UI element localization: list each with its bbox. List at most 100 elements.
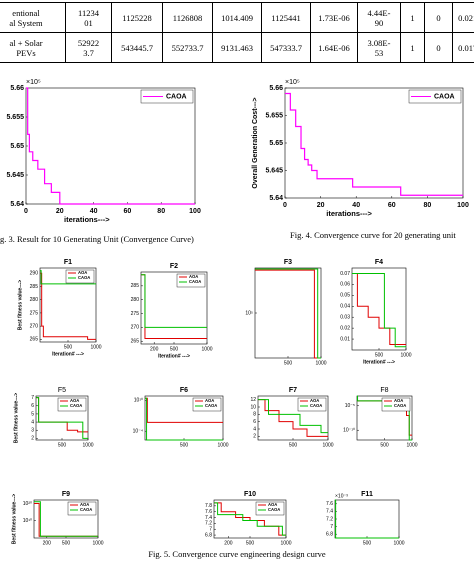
y-tick-label: 5.64 <box>10 201 24 208</box>
legend-label: AOA <box>268 502 277 507</box>
curve <box>214 502 286 536</box>
x-tick-label: 200 <box>43 540 52 546</box>
x-tick-label: 1000 <box>217 442 228 448</box>
x-axis-label: Iteration# ---> <box>158 353 190 359</box>
plot-area <box>254 267 322 359</box>
y-tick-label: 0.06 <box>340 282 350 288</box>
y-tick-label: 2 <box>253 434 256 440</box>
legend-label: CAOA <box>80 507 92 512</box>
x-tick-label: 80 <box>424 202 432 209</box>
y-tick-label: 7.2 <box>205 521 212 527</box>
x-tick-label: 1000 <box>82 442 93 448</box>
legend-label: AOA <box>189 274 198 279</box>
y-tick-label: 6.8 <box>326 532 333 538</box>
plot-area <box>284 87 464 199</box>
x-tick-label: 200 <box>224 540 233 546</box>
y-tick-label: 0.04 <box>340 304 350 310</box>
x-tick-label: 500 <box>363 540 372 546</box>
results-table: entional al System 11234 01 1125228 1126808… <box>0 2 474 63</box>
legend-label: CAOA <box>205 403 217 408</box>
y-tick-label: 5.655 <box>265 112 283 119</box>
x-axis-label: iterations---> <box>64 215 110 224</box>
x-tick-label: 20 <box>56 208 64 215</box>
y-tick-label: 0.07 <box>340 271 350 277</box>
legend-label: AOA <box>394 398 403 403</box>
curve <box>258 399 328 434</box>
y-tick-label: 6 <box>31 403 34 409</box>
y-tick-label: 12 <box>250 397 256 403</box>
table-cell: 9131.463 <box>212 32 262 63</box>
y-tick-label: 5 <box>31 411 34 417</box>
y-tick-label: 4 <box>253 426 256 432</box>
x-tick-label: 1000 <box>201 346 212 352</box>
table-cell: 543445.7 <box>111 32 163 63</box>
table-row: entional al System 11234 01 1125228 1126808… <box>0 2 474 33</box>
plot-area <box>257 395 329 441</box>
y-tick-label: 10⁵ <box>245 310 253 316</box>
y-tick-label: 2 <box>31 436 34 442</box>
table-cell: 3.08E- 53 <box>357 32 401 63</box>
y-tick-label: 10²⁰ <box>23 501 32 507</box>
curve <box>34 501 98 537</box>
chart-title: F10 <box>244 491 256 498</box>
y-tick-label: 5.66 <box>10 85 24 92</box>
x-axis-label: Iteration# ---> <box>363 359 395 365</box>
y-tick-label: 10⁻⁴ <box>133 429 143 435</box>
y-tick-label: 5.64 <box>269 195 283 202</box>
caption: g. 3. Result for 10 Generating Unit (Con… <box>0 234 194 244</box>
y-tick-label: 7.4 <box>326 509 333 515</box>
y-tick-label: 8 <box>253 412 256 418</box>
table-cell: 52922 3.7 <box>65 32 112 63</box>
y-tick-label: 285 <box>131 283 140 289</box>
legend-label: CAOA <box>189 279 201 284</box>
chart-title: F4 <box>375 259 383 266</box>
table-cell: 1125228 <box>111 2 163 33</box>
y-axis-label: Best fitness value---> <box>11 494 17 545</box>
y-tick-label: 0.02 <box>340 325 350 331</box>
x-tick-label: 80 <box>157 208 165 215</box>
x-tick-label: 1000 <box>280 540 291 546</box>
y-tick-label: 7 <box>31 395 34 401</box>
x-tick-label: 1000 <box>90 344 101 350</box>
caption: Fig. 5. Convergence curve engineering de… <box>148 549 326 559</box>
legend-label: CAOA <box>394 403 406 408</box>
chart-title: F6 <box>180 387 188 394</box>
y-unit: ×10⁵ <box>26 79 41 86</box>
table-row: al + Solar PEVs 52922 3.7 543445.7 552733.7… <box>0 32 474 63</box>
x-tick-label: 500 <box>58 442 67 448</box>
table-cell: 0.017708 <box>452 32 474 63</box>
table-cell: 1126808 <box>162 2 213 33</box>
y-tick-label: 265 <box>131 339 140 345</box>
table-cell: 0 <box>424 32 453 63</box>
y-tick-label: 6 <box>253 419 256 425</box>
chart-title: F3 <box>284 259 292 266</box>
table-cell: 4.44E- 90 <box>357 2 401 33</box>
y-tick-label: 275 <box>131 311 140 317</box>
y-tick-label: 280 <box>131 297 140 303</box>
chart-title: F11 <box>361 491 373 498</box>
legend <box>140 89 194 104</box>
x-tick-label: 1000 <box>393 540 404 546</box>
x-tick-label: 500 <box>180 442 189 448</box>
x-tick-label: 1000 <box>315 360 326 366</box>
curve <box>352 272 406 348</box>
y-tick-label: 10⁻⁵ <box>345 403 355 409</box>
y-tick-label: 5.65 <box>10 143 24 150</box>
x-axis-label: Iteration# ---> <box>52 351 84 357</box>
y-tick-label: 10 <box>250 404 256 410</box>
x-tick-label: 500 <box>380 442 389 448</box>
table-cell: al + Solar PEVs <box>0 32 66 63</box>
x-tick-label: 200 <box>150 346 159 352</box>
y-tick-label: 7 <box>209 527 212 533</box>
y-tick-label: 5.645 <box>6 172 24 179</box>
y-tick-label: 10¹⁰ <box>134 398 143 404</box>
x-tick-label: 500 <box>289 442 298 448</box>
chart-title: F2 <box>170 263 178 270</box>
y-tick-label: 6.8 <box>205 532 212 538</box>
legend-label: CAOA <box>70 403 82 408</box>
legend-label: AOA <box>80 502 89 507</box>
x-tick-label: 500 <box>246 540 255 546</box>
legend-label: AOA <box>70 398 79 403</box>
y-tick-label: 7 <box>330 524 333 530</box>
